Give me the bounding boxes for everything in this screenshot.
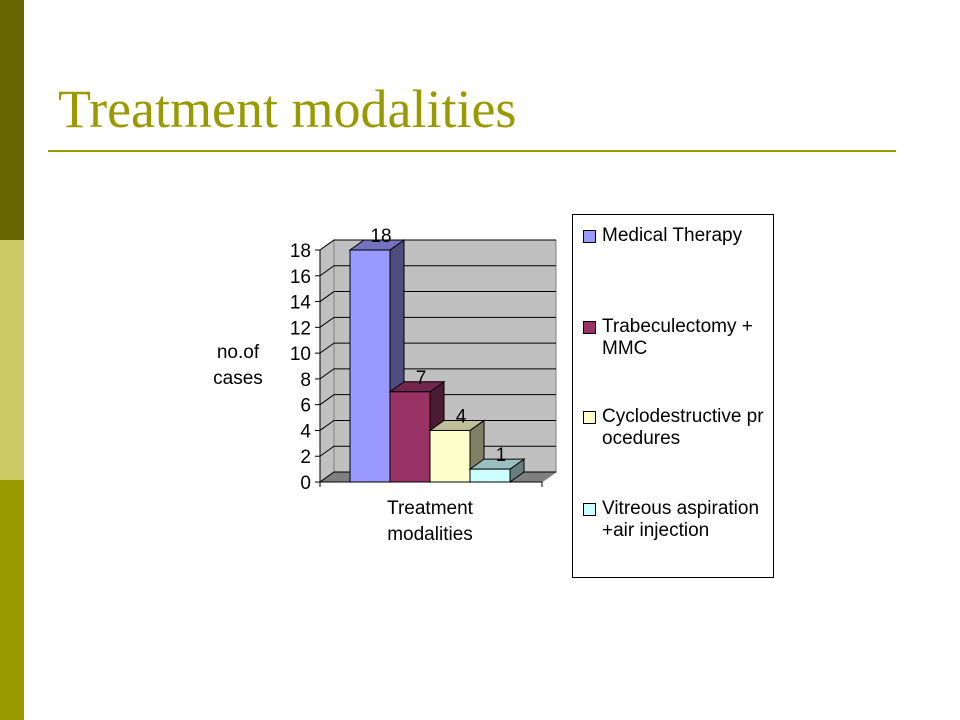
accent-bar-bottom [0,480,24,720]
chart-side-wall [319,239,335,483]
gridline [319,342,556,354]
legend-item-cyclodestructive: Cyclodestructive procedures [583,406,772,450]
bar-vitreous-aspiration-air-injection-front [469,468,511,483]
accent-bar-top [0,0,24,240]
y-tick-label: 16 [290,267,311,288]
legend-item-trabeculectomy: Trabeculectomy + MMC [583,316,772,360]
legend-label: Trabeculectomy + MMC [602,316,753,359]
legend-swatch-cyclodestructive [583,411,596,424]
x-axis-title: Treatment modalities [387,498,473,545]
legend-label: Cyclodestructive procedures [602,406,764,449]
legend-label: Medical Therapy [602,225,743,246]
title-divider [48,150,896,152]
slide-title: Treatment modalities [58,79,517,139]
y-tick-label: 0 [300,473,311,494]
gridline [319,316,556,328]
y-axis-title: no.of cases [213,342,263,389]
y-tick-label: 14 [290,293,312,314]
y-tick-label: 2 [300,447,311,468]
legend-label: Vitreous aspiration +air injection [602,498,760,541]
bar-trabeculectomy-mmc-front [389,391,431,483]
legend-swatch-medical-therapy [583,230,596,243]
data-label: 18 [370,226,391,247]
legend-item-vitreous-aspiration: Vitreous aspiration +air injection [583,498,772,542]
bar-medical-therapy-front [349,249,391,483]
data-label: 7 [416,368,427,389]
gridline [319,368,556,380]
y-tick-label: 10 [290,344,311,365]
y-tick-label: 8 [300,370,311,391]
bar-cyclodestructive-procedures-front [429,429,471,483]
data-label: 1 [496,445,507,466]
legend-swatch-vitreous-aspiration [583,503,596,516]
data-label: 4 [456,406,467,427]
gridline [319,239,556,251]
gridline [319,265,556,277]
gridline [319,394,556,406]
legend-swatch-trabeculectomy [583,321,596,334]
y-tick-label: 12 [290,318,311,339]
y-tick-label: 18 [290,241,311,262]
legend-item-medical-therapy: Medical Therapy [583,225,772,247]
y-tick-label: 6 [300,396,311,417]
gridline [319,291,556,302]
accent-bar-middle [0,240,24,480]
chart-legend: Medical Therapy Trabeculectomy + MMC Cyc… [572,214,774,578]
y-tick-label: 4 [300,421,311,442]
